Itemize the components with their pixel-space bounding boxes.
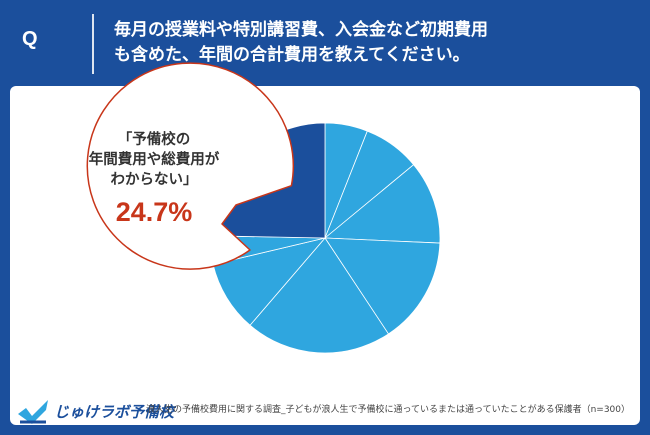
callout-value: 24.7% [115, 197, 193, 227]
question-label: Q [22, 28, 38, 50]
question-header: Q 毎月の授業料や特別講習費、入会金など初期費用 も含めた、年間の合計費用を教え… [0, 0, 650, 86]
callout-line-2: 年間費用や総費用が [88, 152, 220, 168]
pie-slice-4 [324, 237, 441, 335]
callout-line-1: 「予備校の [117, 132, 191, 148]
callout-bubble [86, 62, 294, 270]
pie-slice-3 [323, 164, 441, 244]
brand-logo: じゅけラボ予備校 [16, 396, 174, 426]
header-divider [92, 14, 94, 74]
source-note: 浪人生の予備校費用に関する調査_子どもが浪人生で予備校に通っているまたは通ってい… [145, 405, 630, 415]
callout-line-3: わからない」 [110, 172, 198, 188]
callout-label: 「予備校の 年間費用や総費用が わからない」 [74, 130, 234, 190]
pie-slice-5 [249, 237, 389, 354]
check-icon [18, 400, 48, 424]
question-text: 毎月の授業料や特別講習費、入会金など初期費用 も含めた、年間の合計費用を教えてく… [114, 18, 634, 68]
question-line-1: 毎月の授業料や特別講習費、入会金など初期費用 [114, 20, 488, 40]
question-line-2: も含めた、年間の合計費用を教えてください。 [114, 45, 470, 65]
brand-name: じゅけラボ予備校 [54, 402, 175, 421]
